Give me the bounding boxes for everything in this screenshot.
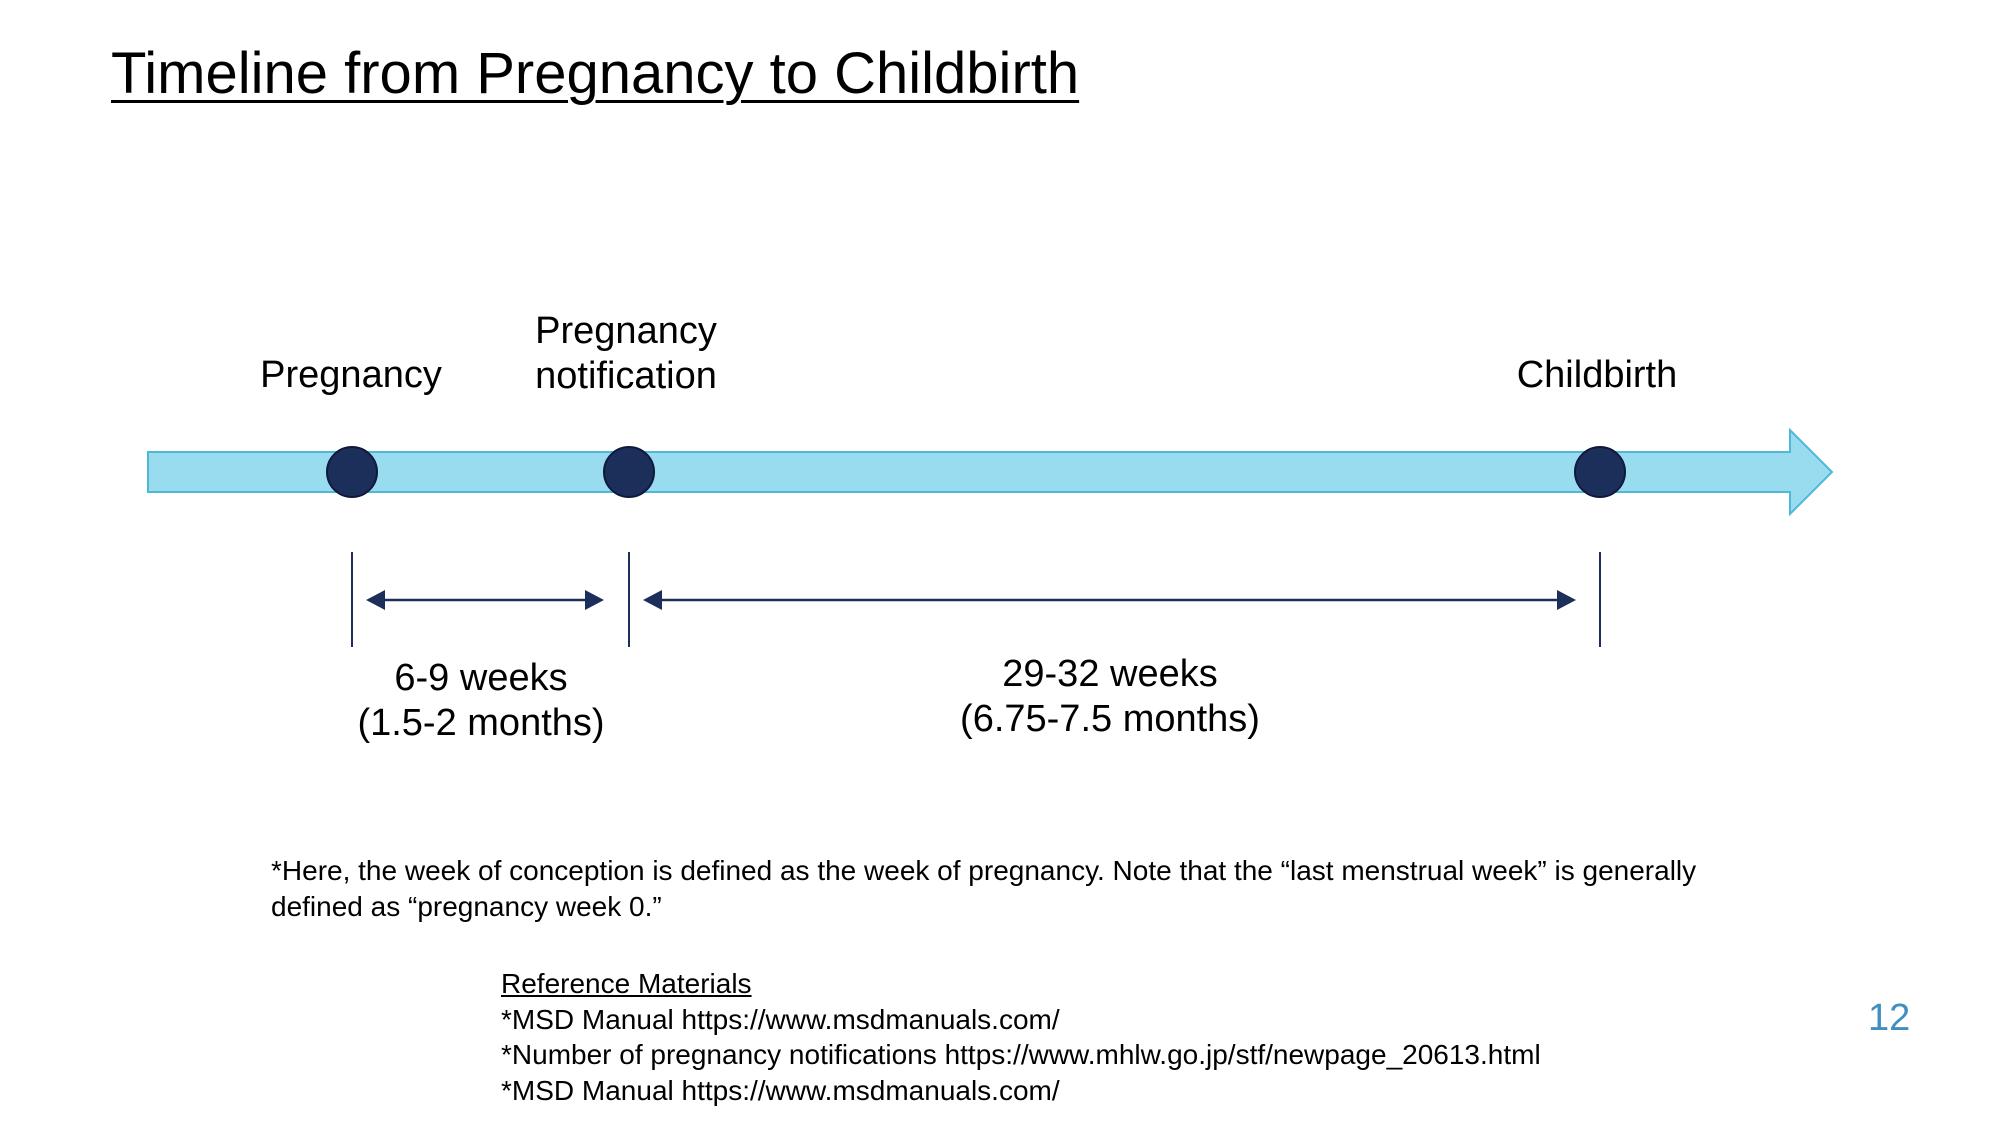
milestone-label-notification: Pregnancy notification: [535, 310, 717, 397]
reference-list: Reference Materials *MSD Manual https://…: [501, 966, 1541, 1108]
footnote: *Here, the week of conception is defined…: [271, 855, 1697, 922]
milestone-dot-pregnancy: [326, 446, 378, 498]
milestone-label-childbirth: Childbirth: [1516, 354, 1678, 396]
interval-arrow-late: [643, 590, 1576, 610]
duration-label-late: 29-32 weeks (6.75-7.5 months): [960, 653, 1260, 740]
reference-item: *Number of pregnancy notifications https…: [501, 1039, 1541, 1070]
milestone-label-pregnancy: Pregnancy: [260, 354, 442, 396]
page-number: 12: [1868, 997, 1911, 1039]
reference-heading: Reference Materials: [501, 968, 752, 999]
milestone-dot-childbirth: [1574, 446, 1626, 498]
reference-item: *MSD Manual https://www.msdmanuals.com/: [501, 1074, 1060, 1106]
duration-label-early: 6-9 weeks (1.5-2 months): [357, 657, 605, 744]
timeline-arrow: [147, 427, 1834, 517]
page-title: Timeline from Pregnancy to Childbirth: [111, 41, 1080, 106]
interval-arrow-early: [366, 590, 604, 610]
reference-item: *MSD Manual https://www.msdmanuals.com/: [501, 1003, 1060, 1035]
milestone-dot-notification: [603, 446, 655, 498]
